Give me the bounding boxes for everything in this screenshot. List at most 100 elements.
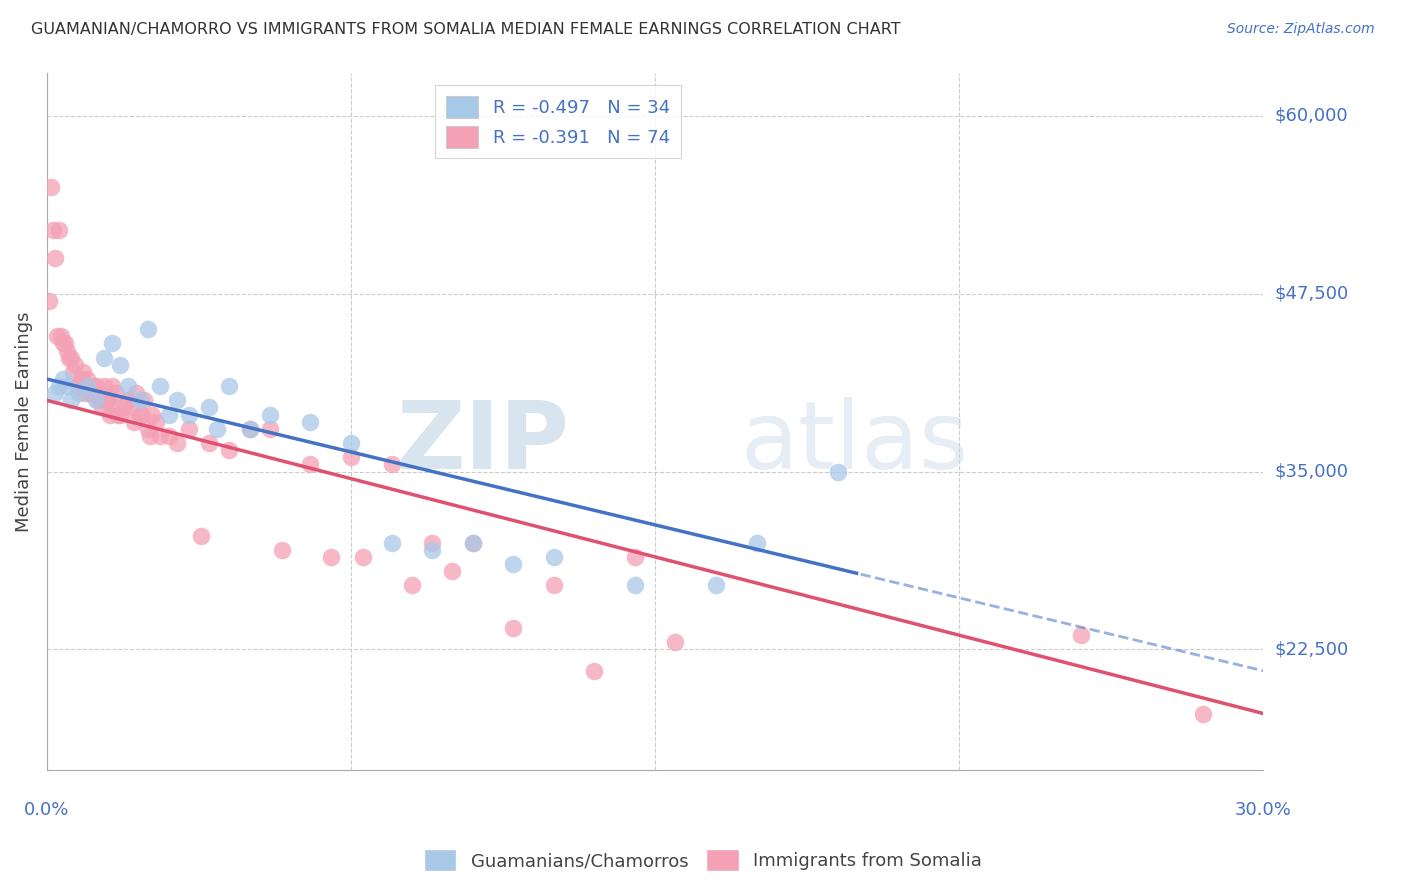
Point — [42, 222, 65, 236]
Point — [139, 429, 162, 443]
Point — [136, 322, 159, 336]
Point — [90, 401, 112, 415]
Point — [97, 393, 120, 408]
Point — [103, 401, 125, 415]
Point — [271, 542, 294, 557]
Text: $47,500: $47,500 — [1275, 285, 1348, 302]
Point — [157, 429, 180, 443]
Point — [157, 408, 180, 422]
Text: 30.0%: 30.0% — [1234, 801, 1292, 819]
Point — [218, 443, 240, 458]
Point — [198, 401, 221, 415]
Point — [239, 422, 262, 436]
Point — [89, 393, 111, 408]
Legend: R = -0.497   N = 34, R = -0.391   N = 74: R = -0.497 N = 34, R = -0.391 N = 74 — [434, 86, 681, 159]
Point — [93, 351, 115, 365]
Point — [149, 379, 172, 393]
Point — [664, 635, 686, 649]
Point — [1070, 628, 1092, 642]
Point — [100, 379, 122, 393]
Point — [299, 415, 322, 429]
Point — [67, 379, 90, 393]
Text: 0.0%: 0.0% — [24, 801, 69, 819]
Point — [84, 379, 107, 393]
Point — [108, 408, 131, 422]
Point — [44, 251, 66, 265]
Point — [401, 578, 423, 592]
Point — [502, 557, 524, 571]
Text: atlas: atlas — [741, 397, 969, 489]
Point — [62, 365, 84, 379]
Text: $60,000: $60,000 — [1275, 107, 1348, 125]
Point — [166, 393, 188, 408]
Point — [259, 422, 281, 436]
Point — [48, 379, 70, 393]
Point — [60, 351, 83, 365]
Point — [60, 393, 83, 408]
Point — [39, 179, 62, 194]
Point — [141, 408, 163, 422]
Point — [56, 343, 79, 358]
Point — [44, 386, 66, 401]
Point — [108, 358, 131, 372]
Point — [166, 436, 188, 450]
Text: GUAMANIAN/CHAMORRO VS IMMIGRANTS FROM SOMALIA MEDIAN FEMALE EARNINGS CORRELATION: GUAMANIAN/CHAMORRO VS IMMIGRANTS FROM SO… — [31, 22, 901, 37]
Point — [218, 379, 240, 393]
Point — [420, 535, 443, 549]
Point — [48, 222, 70, 236]
Point — [117, 379, 139, 393]
Point — [239, 422, 262, 436]
Point — [543, 549, 565, 564]
Point — [299, 458, 322, 472]
Point — [83, 379, 105, 393]
Point — [70, 372, 93, 386]
Point — [125, 386, 148, 401]
Point — [84, 393, 107, 408]
Point — [190, 528, 212, 542]
Point — [745, 535, 768, 549]
Point — [205, 422, 228, 436]
Point — [98, 408, 121, 422]
Point — [72, 365, 94, 379]
Point — [58, 351, 80, 365]
Y-axis label: Median Female Earnings: Median Female Earnings — [15, 311, 32, 532]
Point — [52, 336, 75, 351]
Point — [624, 578, 647, 592]
Point — [145, 415, 167, 429]
Point — [117, 393, 139, 408]
Point — [461, 535, 484, 549]
Point — [131, 408, 153, 422]
Point — [80, 386, 103, 401]
Point — [52, 372, 75, 386]
Point — [624, 549, 647, 564]
Point — [340, 450, 363, 465]
Point — [49, 329, 72, 343]
Point — [46, 329, 69, 343]
Point — [441, 564, 464, 578]
Point — [420, 542, 443, 557]
Point — [75, 386, 97, 401]
Point — [121, 401, 143, 415]
Point — [94, 393, 117, 408]
Point — [67, 386, 90, 401]
Text: $22,500: $22,500 — [1275, 640, 1348, 658]
Point — [177, 408, 200, 422]
Point — [704, 578, 727, 592]
Point — [134, 393, 156, 408]
Point — [100, 336, 122, 351]
Point — [352, 549, 374, 564]
Point — [1191, 706, 1213, 721]
Point — [122, 415, 145, 429]
Point — [66, 379, 89, 393]
Point — [502, 621, 524, 635]
Point — [129, 393, 152, 408]
Point — [65, 358, 87, 372]
Point — [381, 458, 404, 472]
Point — [177, 422, 200, 436]
Text: $35,000: $35,000 — [1275, 463, 1348, 481]
Point — [129, 408, 152, 422]
Point — [259, 408, 281, 422]
Point — [461, 535, 484, 549]
Point — [319, 549, 342, 564]
Point — [86, 393, 108, 408]
